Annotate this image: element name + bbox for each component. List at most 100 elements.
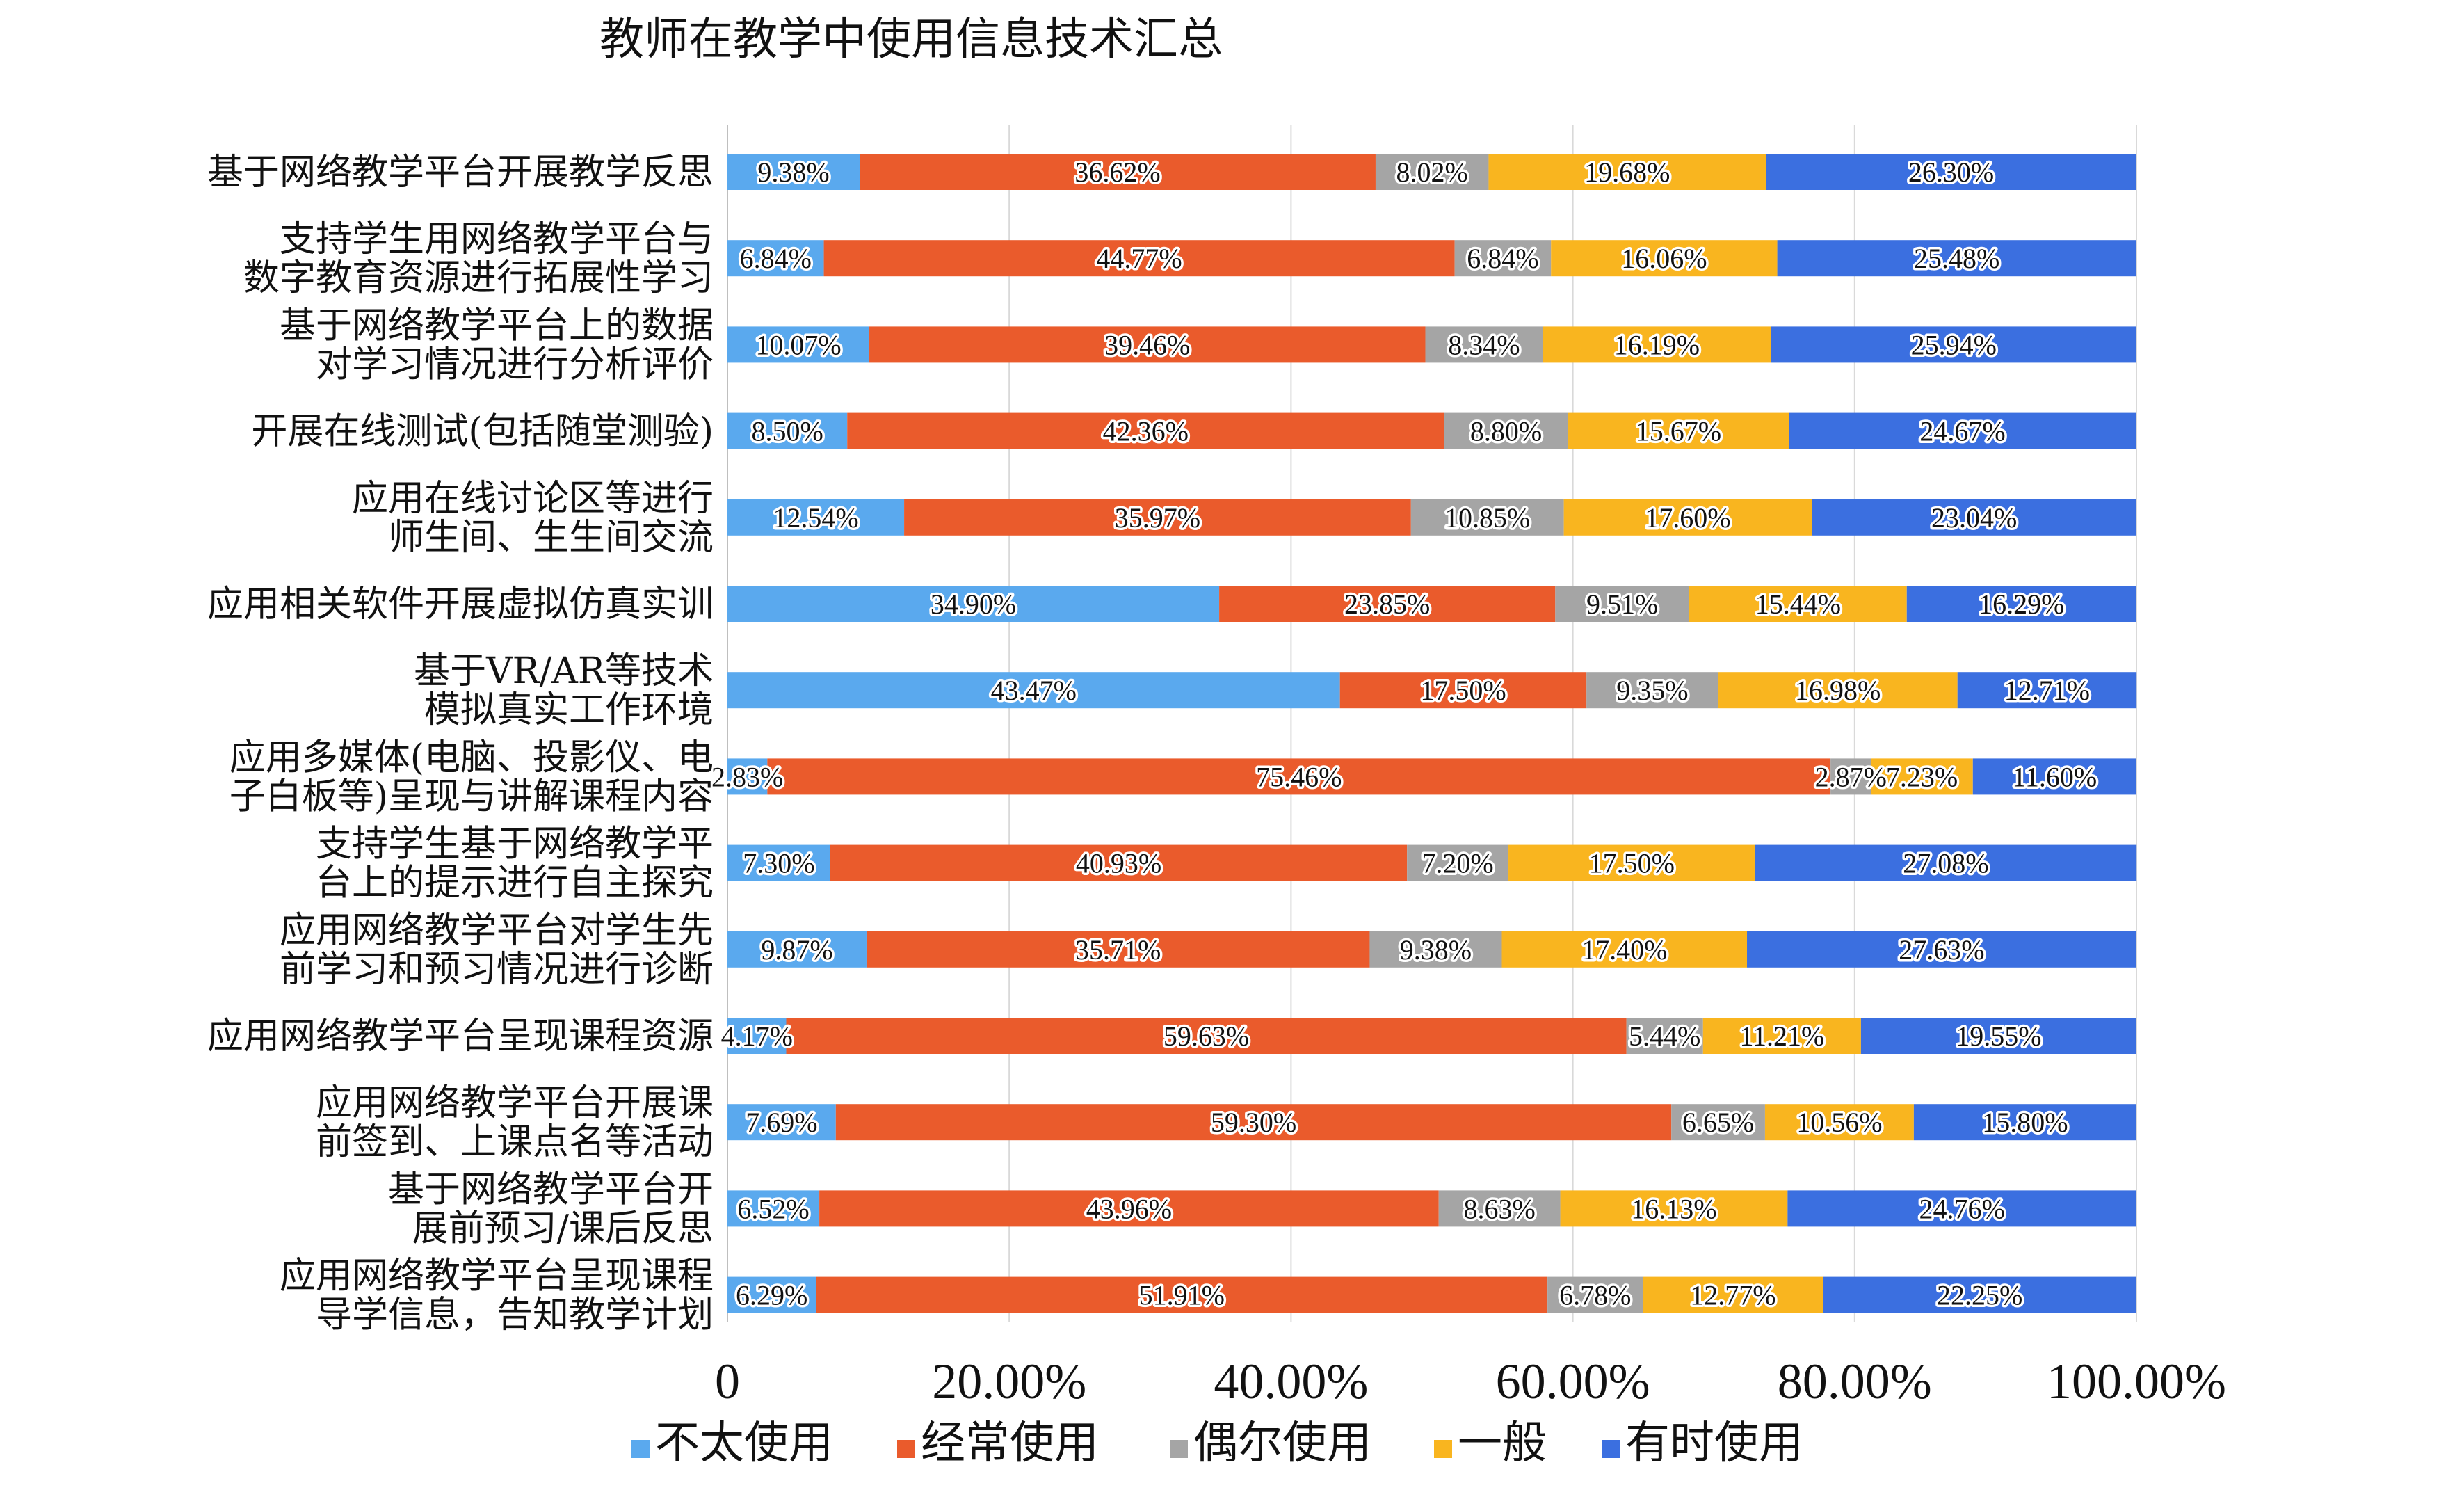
bar-segment bbox=[767, 758, 1831, 795]
bar-segment bbox=[727, 412, 848, 449]
data-label: 6.78% bbox=[1559, 1280, 1631, 1311]
legend-label: 偶尔使用 bbox=[1193, 1418, 1371, 1469]
bar-segment bbox=[1560, 1190, 1788, 1227]
data-label: 25.94% bbox=[1911, 329, 1997, 360]
legend-swatch bbox=[1434, 1440, 1452, 1458]
bar-segment bbox=[869, 326, 1426, 363]
data-label: 39.46% bbox=[1104, 329, 1190, 360]
bar-segment bbox=[1764, 1104, 1914, 1141]
x-tick-label: 0 bbox=[715, 1354, 740, 1409]
bar-segment bbox=[1586, 672, 1718, 709]
data-label: 6.29% bbox=[736, 1280, 807, 1311]
data-label: 9.38% bbox=[757, 157, 829, 188]
data-label: 15.80% bbox=[1982, 1107, 2068, 1138]
data-label: 7.20% bbox=[1422, 848, 1493, 879]
bar-segment bbox=[1369, 931, 1502, 968]
category-label: 数字教育资源进行拓展性学习 bbox=[243, 257, 714, 299]
bar-segment bbox=[1913, 1104, 2136, 1141]
bar-segment bbox=[1543, 326, 1771, 363]
bar-segment bbox=[1219, 586, 1556, 622]
data-label: 11.21% bbox=[1739, 1020, 1824, 1052]
data-label: 6.84% bbox=[1467, 243, 1538, 274]
legend-swatch bbox=[1602, 1440, 1620, 1458]
chart-title: 教师在教学中使用信息技术汇总 bbox=[599, 14, 1223, 65]
data-label: 8.50% bbox=[751, 416, 823, 447]
category-label: 应用网络教学平台呈现课程 bbox=[280, 1256, 714, 1297]
data-label: 23.04% bbox=[1931, 502, 2017, 534]
data-label: 43.96% bbox=[1086, 1193, 1172, 1224]
category-label: 应用在线讨论区等进行 bbox=[352, 478, 714, 520]
bar-segment bbox=[727, 844, 830, 881]
legend-label: 一般 bbox=[1458, 1418, 1547, 1469]
data-label: 40.93% bbox=[1076, 848, 1161, 879]
bar-segment bbox=[727, 1190, 820, 1227]
data-label: 8.80% bbox=[1470, 416, 1542, 447]
data-label: 25.48% bbox=[1914, 243, 1999, 274]
bar-segment bbox=[847, 412, 1444, 449]
data-label: 44.77% bbox=[1096, 243, 1182, 274]
data-label: 75.46% bbox=[1256, 761, 1342, 792]
data-label: 51.91% bbox=[1139, 1280, 1225, 1311]
bar-segment bbox=[727, 154, 860, 190]
category-label: 开展在线测试(包括随堂测验) bbox=[251, 411, 714, 453]
data-label: 9.87% bbox=[761, 934, 832, 966]
bar-segment bbox=[727, 1018, 787, 1054]
bar-segment bbox=[1787, 1190, 2136, 1227]
data-label: 35.97% bbox=[1115, 502, 1200, 534]
data-label: 16.19% bbox=[1614, 329, 1700, 360]
gridlines bbox=[727, 125, 2137, 1322]
legend-swatch bbox=[1170, 1440, 1188, 1458]
data-label: 2.83% bbox=[711, 761, 783, 792]
category-label: 对学习情况进行分析评价 bbox=[316, 344, 714, 385]
data-label: 16.98% bbox=[1795, 675, 1881, 706]
data-label: 17.50% bbox=[1420, 675, 1506, 706]
category-label: 前学习和预习情况进行诊断 bbox=[280, 949, 714, 991]
data-label: 24.76% bbox=[1919, 1193, 2005, 1224]
bar-segment bbox=[1407, 844, 1509, 881]
bar-segment bbox=[1626, 1018, 1703, 1054]
bar-segment bbox=[1555, 586, 1689, 622]
bar-segment bbox=[1812, 499, 2136, 536]
bar-segment bbox=[1410, 499, 1564, 536]
legend-label: 有时使用 bbox=[1625, 1418, 1803, 1469]
bar-segment bbox=[727, 326, 870, 363]
data-label: 26.30% bbox=[1908, 157, 1994, 188]
bar-segment bbox=[727, 586, 1220, 622]
category-labels: 基于网络教学平台开展教学反思支持学生用网络教学平台与数字教育资源进行拓展性学习基… bbox=[207, 152, 714, 1336]
data-label: 7.69% bbox=[746, 1107, 817, 1138]
bar-segment bbox=[727, 1276, 816, 1313]
data-label: 16.06% bbox=[1621, 243, 1707, 274]
bar-segment bbox=[1444, 412, 1568, 449]
data-label: 43.47% bbox=[991, 675, 1077, 706]
category-label: 应用多媒体(电脑、投影仪、电 bbox=[230, 737, 714, 778]
category-label: 师生间、生生间交流 bbox=[388, 517, 714, 559]
data-label: 24.67% bbox=[1919, 416, 2005, 447]
bar-segment bbox=[835, 1104, 1672, 1141]
bar-segment bbox=[1547, 1276, 1643, 1313]
bar-segment bbox=[786, 1018, 1627, 1054]
category-label: 基于VR/AR等技术 bbox=[414, 650, 714, 692]
category-label: 基于网络教学平台开展教学反思 bbox=[207, 152, 714, 193]
bar-segment bbox=[1454, 240, 1552, 277]
bar-segment bbox=[1568, 412, 1789, 449]
x-tick-label: 60.00% bbox=[1496, 1354, 1650, 1409]
bar-segment bbox=[1501, 931, 1748, 968]
data-label: 6.84% bbox=[740, 243, 812, 274]
category-label: 支持学生用网络教学平台与 bbox=[280, 218, 714, 260]
bar-segment bbox=[1823, 1276, 2136, 1313]
data-label: 5.44% bbox=[1629, 1020, 1700, 1052]
bar-segment bbox=[1871, 758, 1973, 795]
bar-segment bbox=[1860, 1018, 2136, 1054]
bar-segment bbox=[860, 154, 1376, 190]
data-label: 9.38% bbox=[1400, 934, 1472, 966]
data-label: 59.63% bbox=[1163, 1020, 1249, 1052]
data-label: 27.08% bbox=[1903, 848, 1988, 879]
bar-segment bbox=[1339, 672, 1587, 709]
data-label: 17.40% bbox=[1581, 934, 1667, 966]
data-label: 15.67% bbox=[1636, 416, 1721, 447]
data-label: 23.85% bbox=[1344, 588, 1430, 620]
data-label: 6.65% bbox=[1682, 1107, 1754, 1138]
data-label: 16.29% bbox=[1979, 588, 2064, 620]
bar-segment bbox=[1551, 240, 1778, 277]
